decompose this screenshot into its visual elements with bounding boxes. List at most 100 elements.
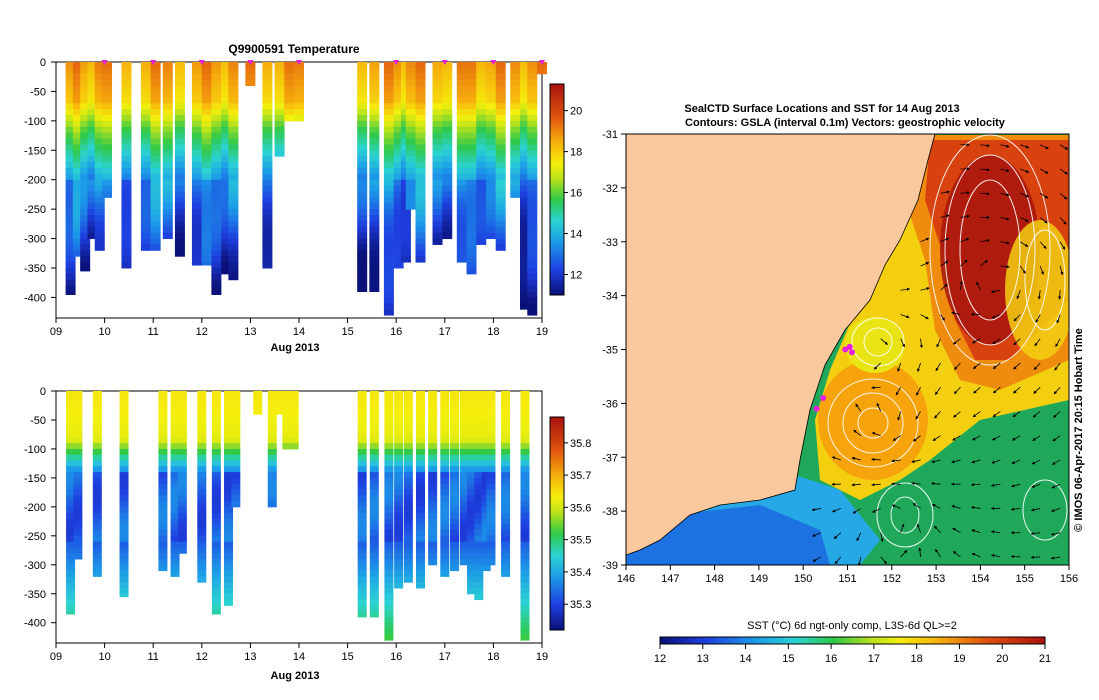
- seal-locations: [813, 343, 855, 412]
- velocity-vector: [972, 411, 981, 418]
- surface-marker: [296, 60, 302, 65]
- temperature-colorbar: [549, 83, 565, 296]
- velocity-vector: [935, 386, 941, 395]
- temperature-profile: [393, 62, 404, 269]
- salinity-profile: [459, 391, 469, 566]
- lat-tick: -36: [602, 398, 618, 410]
- y-tick: -100: [24, 116, 46, 128]
- temperature-profile: [442, 62, 453, 240]
- velocity-vector: [1050, 532, 1061, 536]
- salinity-profile: [501, 391, 511, 577]
- surface-marker: [150, 60, 157, 65]
- y-tick: -200: [24, 502, 46, 514]
- velocity-vector: [1013, 386, 1021, 394]
- velocity-vector: [1031, 459, 1041, 465]
- velocity-vector: [892, 435, 901, 441]
- velocity-vector: [1059, 265, 1064, 276]
- velocity-vector: [871, 483, 881, 487]
- velocity-vector: [891, 459, 901, 463]
- velocity-vector: [911, 459, 921, 463]
- velocity-vector: [880, 532, 884, 542]
- temperature-profile: [274, 62, 285, 157]
- lon-tick: 147: [661, 573, 679, 585]
- salinity-profile: [253, 391, 263, 415]
- velocity-vector: [935, 362, 941, 372]
- salinity-profile: [474, 391, 484, 601]
- velocity-vector: [1059, 144, 1069, 150]
- temperature-profile: [294, 62, 304, 122]
- velocity-vector: [912, 503, 921, 509]
- colorbar-tick: 18: [570, 147, 582, 159]
- y-tick: -400: [24, 292, 46, 304]
- velocity-vector: [1000, 241, 1010, 245]
- salinity-profile: [170, 391, 180, 577]
- y-tick: 0: [40, 57, 46, 69]
- velocity-vector: [952, 551, 961, 558]
- x-tick: 19: [536, 651, 548, 663]
- velocity-vector: [973, 386, 981, 394]
- x-tick: 13: [244, 651, 256, 663]
- imos-timestamp-label: © IMOS 06-Apr-2017 20:15 Hobart Time: [1073, 328, 1085, 532]
- colorbar-tick: 16: [825, 653, 837, 665]
- colorbar-tick: 20: [570, 106, 582, 118]
- velocity-vector: [976, 281, 981, 291]
- temperature-profile: [456, 62, 467, 263]
- temperature-colorbar-ticks: 12 14 16 18 20: [564, 106, 582, 282]
- temperature-profile: [527, 62, 538, 316]
- temperature-profile: [150, 62, 161, 251]
- x-tick: 09: [50, 651, 62, 663]
- velocity-vector: [851, 483, 861, 487]
- seal-location-point: [848, 349, 855, 356]
- temperature-y-axis: 0 -50 -100 -150 -200 -250 -300 -350 -400: [24, 57, 56, 304]
- surface-marker: [247, 60, 254, 65]
- y-tick: -50: [30, 86, 46, 98]
- temperature-profile: [94, 62, 105, 251]
- map-field: [626, 134, 1069, 565]
- velocity-vector: [990, 483, 1001, 487]
- velocity-vector: [980, 239, 990, 243]
- sst-map-panel: SealCTD Surface Locations and SST for 14…: [602, 103, 1085, 665]
- salinity-profile: [403, 391, 413, 583]
- contour: [890, 496, 920, 534]
- lat-tick: -38: [602, 506, 618, 518]
- x-tick: 16: [390, 326, 402, 338]
- velocity-vector: [812, 556, 822, 562]
- salinity-profile: [289, 391, 299, 450]
- velocity-vector: [1000, 192, 1010, 197]
- velocity-vector: [934, 525, 941, 533]
- lon-tick: 151: [838, 573, 856, 585]
- velocity-vector: [932, 435, 941, 441]
- y-tick: -350: [24, 263, 46, 275]
- velocity-vector: [953, 386, 961, 395]
- temperature-x-axis: 09 10 11 12 13 14 15 16 17 18 19: [50, 318, 548, 338]
- temperature-profile: [65, 62, 76, 295]
- temperature-profile: [102, 62, 113, 198]
- velocity-vector: [856, 532, 862, 542]
- x-tick: 14: [293, 326, 305, 338]
- velocity-vector: [1039, 241, 1047, 249]
- x-tick: 11: [147, 651, 158, 663]
- temperature-profile: [510, 62, 521, 198]
- x-tick: 10: [98, 326, 110, 338]
- seal-location-point: [846, 343, 853, 350]
- velocity-vector: [873, 362, 882, 370]
- velocity-vector: [936, 338, 941, 348]
- y-tick: -150: [24, 145, 46, 157]
- velocity-vector: [991, 554, 1001, 558]
- velocity-vector: [913, 435, 921, 442]
- velocity-vector: [1019, 265, 1026, 274]
- temperature-profile: [485, 62, 496, 240]
- velocity-vector: [920, 314, 929, 320]
- salinity-profile: [416, 391, 425, 589]
- seal-location-point: [813, 405, 820, 412]
- x-tick: 18: [487, 651, 499, 663]
- salinity-profile: [450, 391, 460, 572]
- temperature-profile: [262, 62, 273, 269]
- x-tick: 15: [341, 326, 353, 338]
- velocity-vector: [991, 314, 1001, 319]
- velocity-vector: [916, 387, 921, 396]
- velocity-vector: [1030, 508, 1041, 512]
- salinity-colorbar: [549, 416, 565, 631]
- salinity-x-label: Aug 2013: [271, 670, 320, 682]
- contour: [929, 134, 1051, 366]
